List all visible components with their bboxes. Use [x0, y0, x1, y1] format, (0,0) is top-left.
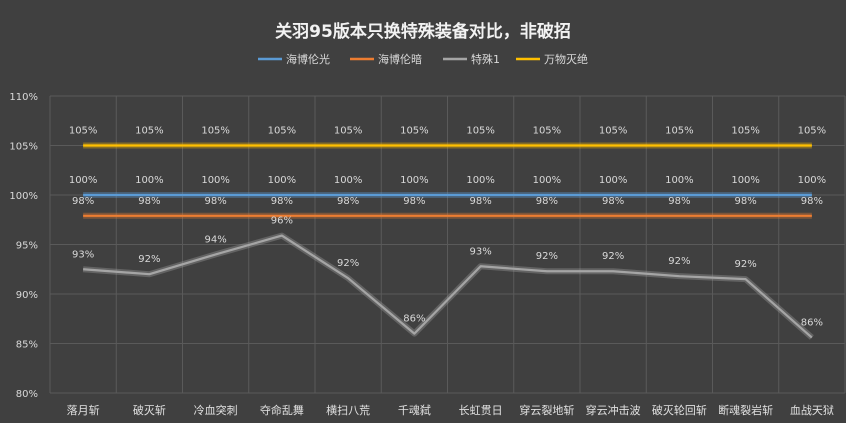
- data-label: 98%: [801, 196, 823, 207]
- x-tick-label: 穿云冲击波: [586, 403, 641, 417]
- data-label: 98%: [205, 196, 227, 207]
- data-label: 92%: [138, 254, 160, 265]
- data-label: 94%: [205, 234, 227, 245]
- data-label: 93%: [470, 246, 492, 257]
- data-label: 86%: [403, 314, 425, 325]
- y-tick-label: 105%: [9, 142, 38, 153]
- x-tick-label: 破灭斩: [133, 403, 166, 417]
- data-label: 98%: [72, 196, 94, 207]
- x-axis: 落月斩 破灭斩 冷血突刺 夺命乱舞 横扫八荒 千魂弑 长虹贯日 穿云裂地斩 穿云冲击波 破灭轮回斩…: [67, 403, 834, 417]
- data-label: 100%: [334, 175, 363, 186]
- series-line: [83, 234, 813, 339]
- data-label: 98%: [470, 196, 492, 207]
- data-label: 98%: [271, 196, 293, 207]
- x-tick-label: 冷血突刺: [194, 403, 238, 417]
- data-label: 105%: [466, 126, 495, 137]
- data-label: 98%: [536, 196, 558, 207]
- data-label: 92%: [602, 251, 624, 262]
- data-label: 100%: [599, 175, 628, 186]
- x-tick-label: 血战天狱: [790, 403, 834, 417]
- x-tick-label: 穿云裂地斩: [519, 403, 574, 417]
- data-label: 100%: [69, 175, 98, 186]
- data-label: 100%: [268, 175, 297, 186]
- data-label: 96%: [271, 216, 293, 227]
- y-tick-label: 85%: [16, 340, 38, 351]
- x-tick-label: 破灭轮回斩: [652, 403, 707, 417]
- legend-label: 海博伦光: [286, 52, 330, 66]
- data-label: 93%: [72, 249, 94, 260]
- y-tick-label: 95%: [16, 241, 38, 252]
- data-label: 105%: [665, 126, 694, 137]
- data-label: 98%: [138, 196, 160, 207]
- data-label: 100%: [665, 175, 694, 186]
- x-tick-label: 长虹贯日: [459, 404, 503, 417]
- data-label: 98%: [735, 196, 757, 207]
- y-axis: 80% 85% 90% 95% 100% 105% 110%: [9, 92, 38, 400]
- chart-title: 关羽95版本只换特殊装备对比，非破招: [275, 21, 571, 42]
- data-label: 105%: [334, 126, 363, 137]
- data-label: 100%: [400, 175, 429, 186]
- data-label: 105%: [731, 126, 760, 137]
- data-label: 105%: [533, 126, 562, 137]
- series-group: [82, 142, 814, 340]
- data-label: 92%: [536, 251, 558, 262]
- data-label: 100%: [201, 175, 230, 186]
- x-tick-label: 横扫八荒: [326, 403, 370, 417]
- data-label: 92%: [337, 258, 359, 269]
- data-label: 100%: [731, 175, 760, 186]
- data-label: 105%: [599, 126, 628, 137]
- data-label: 98%: [337, 196, 359, 207]
- data-label: 98%: [668, 196, 690, 207]
- data-label: 100%: [135, 175, 164, 186]
- legend-label: 特殊1: [471, 52, 500, 66]
- data-label: 105%: [69, 126, 98, 137]
- gridlines: [49, 95, 846, 394]
- y-tick-label: 80%: [16, 389, 38, 400]
- data-label: 100%: [533, 175, 562, 186]
- data-label: 105%: [268, 126, 297, 137]
- data-label: 105%: [201, 126, 230, 137]
- data-label: 100%: [466, 175, 495, 186]
- data-label: 100%: [798, 175, 827, 186]
- x-tick-label: 千魂弑: [398, 404, 431, 417]
- data-label: 92%: [668, 256, 690, 267]
- data-label: 105%: [400, 126, 429, 137]
- data-label: 92%: [735, 259, 757, 270]
- x-tick-label: 夺命乱舞: [260, 403, 304, 417]
- y-tick-label: 100%: [9, 191, 38, 202]
- data-label: 98%: [403, 196, 425, 207]
- y-tick-label: 90%: [16, 290, 38, 301]
- x-tick-label: 落月斩: [67, 403, 100, 417]
- y-tick-label: 110%: [9, 92, 38, 103]
- data-labels: 100% 100% 100% 100% 100% 100% 100% 100% 100% 100%…: [69, 126, 826, 329]
- data-label: 86%: [801, 318, 823, 329]
- legend-label: 海博伦暗: [378, 52, 422, 66]
- data-label: 98%: [602, 196, 624, 207]
- legend-label: 万物灭绝: [544, 52, 588, 66]
- data-label: 105%: [798, 126, 827, 137]
- data-label: 105%: [135, 126, 164, 137]
- legend: 海博伦光 海博伦暗 特殊1 万物灭绝: [258, 52, 588, 66]
- x-tick-label: 断魂裂岩斩: [718, 403, 773, 417]
